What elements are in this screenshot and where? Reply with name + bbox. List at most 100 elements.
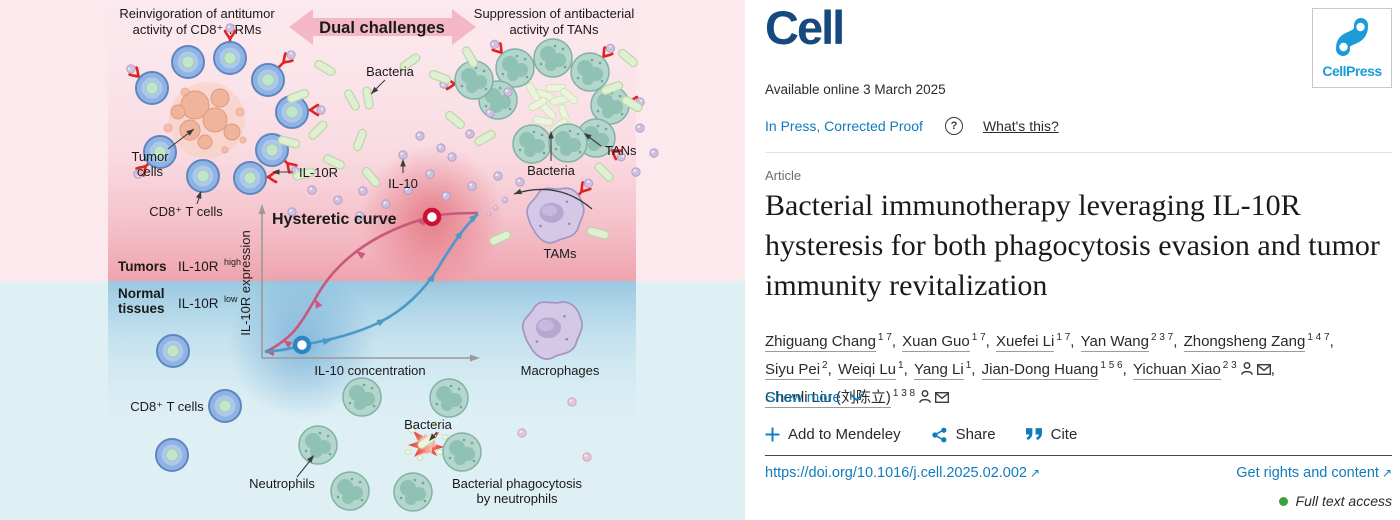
external-link-icon: ↗ <box>1030 466 1041 480</box>
il10-label: IL-10 <box>388 176 418 191</box>
tumors-label: Tumors <box>118 259 167 274</box>
tumor-cd8-cluster <box>124 24 325 195</box>
open-access-dot-icon <box>1278 496 1288 506</box>
author-name: Siyu Pei <box>765 361 821 380</box>
neutrophils-label: Neutrophils <box>249 476 315 491</box>
access-status: Full text access <box>1278 493 1392 509</box>
author-affiliations: 1 7 <box>971 332 986 343</box>
cite-label: Cite <box>1050 426 1078 443</box>
il10r-label: IL-10R <box>299 165 338 180</box>
tams-label: TAMs <box>544 246 577 261</box>
external-link-icon: ↗ <box>1381 466 1392 480</box>
graphical-abstract[interactable]: Dual challenges Reinvigoration of antitu… <box>0 0 745 520</box>
share-label: Share <box>955 426 996 443</box>
whats-this-link[interactable]: What's this? <box>982 118 1059 134</box>
author-link[interactable]: Chenli Liu (刘陈立) 1 3 8 <box>765 388 950 408</box>
author-name: Yan Wang <box>1080 333 1149 352</box>
il10r-high-label: IL-10R <box>178 259 219 274</box>
il10r-low-sup: low <box>224 294 238 304</box>
article-title: Bacterial immunotherapy leveraging IL-10… <box>765 189 1380 302</box>
author-link[interactable]: Zhiguang Chang 1 7 <box>765 332 892 352</box>
author-separator: , <box>1270 361 1275 378</box>
bacteria-bottom-label: Bacteria <box>404 417 452 432</box>
phagocytosis-label-line1: Bacterial phagocytosis <box>452 476 583 491</box>
bacteria-top-label: Bacteria <box>366 64 414 79</box>
email-icon <box>1256 363 1271 376</box>
neutrophil-cell <box>342 377 382 417</box>
macrophages-label: Macrophages <box>521 363 600 378</box>
suppression-label-line2: activity of TANs <box>509 22 599 37</box>
action-divider <box>765 455 1392 456</box>
author-separator: , <box>1122 361 1131 378</box>
author-link[interactable]: Xuefei Li 1 7 <box>995 332 1071 352</box>
hysteretic-curve-title: Hysteretic curve <box>272 211 397 228</box>
author-link[interactable]: Yichuan Xiao 2 3 <box>1132 360 1271 380</box>
author-affiliations: 1 <box>898 360 904 371</box>
show-more-label: Show more <box>765 389 841 406</box>
share-button[interactable]: Share <box>931 426 996 443</box>
doi-row: https://doi.org/10.1016/j.cell.2025.02.0… <box>765 465 1392 481</box>
bacteria-right-label: Bacteria <box>527 163 575 178</box>
author-name: Jian-Dong Huang <box>981 361 1099 380</box>
signal-dot <box>517 428 527 438</box>
show-more-button[interactable]: Show more <box>765 389 863 406</box>
available-online-date: Available online 3 March 2025 <box>765 82 946 97</box>
dual-challenges-banner: Dual challenges <box>289 9 476 45</box>
cellpress-label: CellPress <box>1322 63 1382 79</box>
author-separator: , <box>903 361 912 378</box>
author-affiliations: 2 <box>822 360 828 371</box>
dual-challenges-label: Dual challenges <box>319 19 445 37</box>
author-link[interactable]: Xuan Guo 1 7 <box>902 332 986 352</box>
author-link[interactable]: Siyu Pei 2 <box>765 360 828 380</box>
chevron-down-icon <box>849 393 863 401</box>
author-separator: , <box>971 361 980 378</box>
author-name: Xuefei Li <box>995 333 1055 352</box>
author-separator: , <box>891 333 901 350</box>
plus-icon <box>765 427 780 442</box>
author-affiliations: 1 4 7 <box>1307 332 1330 343</box>
cite-button[interactable]: Cite <box>1025 426 1078 443</box>
cell-journal-logo[interactable]: Cell <box>765 1 845 54</box>
email-icon <box>935 391 950 404</box>
y-axis-label: IL-10R expression <box>238 230 253 336</box>
cd8-bottom-label: CD8⁺ T cells <box>130 399 204 414</box>
author-separator: , <box>827 361 836 378</box>
author-link[interactable]: Yang Li 1 <box>913 360 972 380</box>
author-affiliations: 2 3 <box>1222 360 1237 371</box>
doi-link[interactable]: https://doi.org/10.1016/j.cell.2025.02.0… <box>765 465 1027 481</box>
author-affiliations: 1 7 <box>1056 332 1071 343</box>
person-icon <box>919 390 931 403</box>
article-header-panel: Cell CellPress Available online 3 March … <box>745 0 1400 520</box>
author-name: Yang Li <box>913 361 964 380</box>
in-press-link[interactable]: In Press, Corrected Proof <box>765 118 923 134</box>
access-label: Full text access <box>1295 493 1392 509</box>
rights-and-content-link[interactable]: Get rights and content <box>1236 465 1379 481</box>
add-to-mendeley-button[interactable]: Add to Mendeley <box>765 426 901 443</box>
header-divider <box>765 152 1392 153</box>
author-link[interactable]: Zhongsheng Zang 1 4 7 <box>1183 332 1330 352</box>
tam-cell <box>486 177 595 244</box>
author-separator: , <box>1070 333 1079 350</box>
article-type-label: Article <box>765 168 802 183</box>
x-axis-label: IL-10 concentration <box>314 363 425 378</box>
cellpress-icon <box>1336 18 1368 56</box>
author-affiliations: 1 <box>965 360 972 371</box>
author-name: Chenli Liu (刘陈立) <box>765 389 891 408</box>
author-link[interactable]: Jian-Dong Huang 1 5 6 <box>981 360 1123 380</box>
author-separator: , <box>1173 333 1182 350</box>
reinvigoration-label-line2: activity of CD8⁺ TRMs <box>133 22 262 37</box>
author-affiliations: 1 3 8 <box>892 388 916 399</box>
il10r-high-sup: high <box>224 257 241 267</box>
reinvigoration-label-line1: Reinvigoration of antitumor <box>119 6 275 21</box>
author-link[interactable]: Weiqi Lu 1 <box>837 360 904 380</box>
cd8-top-label: CD8⁺ T cells <box>149 204 223 219</box>
tans-label: TANs <box>605 143 637 158</box>
help-icon[interactable]: ? <box>944 117 963 135</box>
author-link[interactable]: Yan Wang 2 3 7 <box>1080 332 1173 352</box>
low-state-marker <box>292 335 312 355</box>
author-name: Zhiguang Chang <box>765 333 876 352</box>
share-icon <box>931 427 947 442</box>
il10r-low-label: IL-10R <box>178 296 219 311</box>
cellpress-logo[interactable]: CellPress <box>1312 8 1392 88</box>
normal-tissues-label-line1: Normal <box>118 286 165 301</box>
